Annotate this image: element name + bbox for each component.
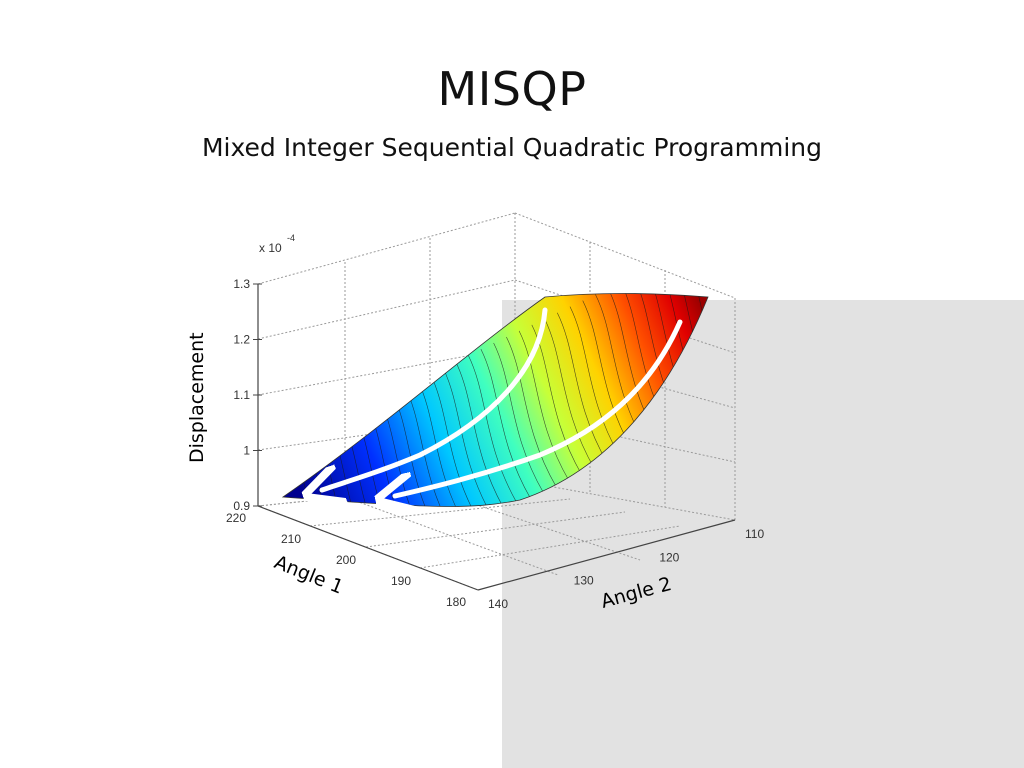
z-exponent: -4 xyxy=(287,233,295,243)
contour-line xyxy=(671,293,708,409)
z-tick-labels: 0.9 1 1.1 1.2 1.3 xyxy=(233,277,262,513)
contour-line xyxy=(455,361,506,507)
angle1-tick-label: 210 xyxy=(281,532,301,546)
contour-line xyxy=(442,367,493,507)
slide-subtitle: Mixed Integer Sequential Quadratic Progr… xyxy=(201,133,822,162)
y-axis-label: Angle 2 xyxy=(599,573,674,613)
angle2-tick-labels: 140 130 120 110 xyxy=(488,527,764,611)
contour-line xyxy=(480,348,532,500)
angle1-tick-label: 220 xyxy=(226,511,246,525)
z-tick-label: 1 xyxy=(243,444,250,458)
angle1-tick-label: 200 xyxy=(336,553,356,567)
angle2-tick-label: 110 xyxy=(745,527,764,541)
angle2-tick-label: 120 xyxy=(659,550,679,564)
contour-line xyxy=(569,306,621,457)
z-axis-label: Displacement xyxy=(186,332,208,463)
z-tick-label: 1.1 xyxy=(233,388,250,402)
contour-line xyxy=(557,312,608,463)
arrow-right xyxy=(395,319,683,496)
z-tick-label: 1.3 xyxy=(233,277,250,291)
contour-line xyxy=(544,318,595,469)
surface-plot xyxy=(281,293,709,507)
contour-line xyxy=(582,300,633,451)
z-tick-label: 0.9 xyxy=(233,499,250,513)
contour-line xyxy=(506,336,557,488)
angle1-tick-label: 180 xyxy=(446,595,466,609)
angle2-tick-label: 130 xyxy=(574,574,594,588)
angle1-tick-label: 190 xyxy=(391,574,411,588)
angle2-tick-label: 140 xyxy=(488,597,508,611)
z-tick-label: 1.2 xyxy=(233,333,250,347)
descent-arrows xyxy=(322,307,683,496)
arrow-left xyxy=(322,307,548,490)
angle1-tick-labels: 220 210 200 190 180 xyxy=(226,511,466,609)
contour-line xyxy=(518,330,570,482)
z-exponent-label: x 10 xyxy=(259,241,282,255)
slide-title: MISQP xyxy=(437,62,587,116)
contour-line xyxy=(493,342,544,494)
contour-line xyxy=(467,355,519,506)
contour-line xyxy=(697,293,708,397)
